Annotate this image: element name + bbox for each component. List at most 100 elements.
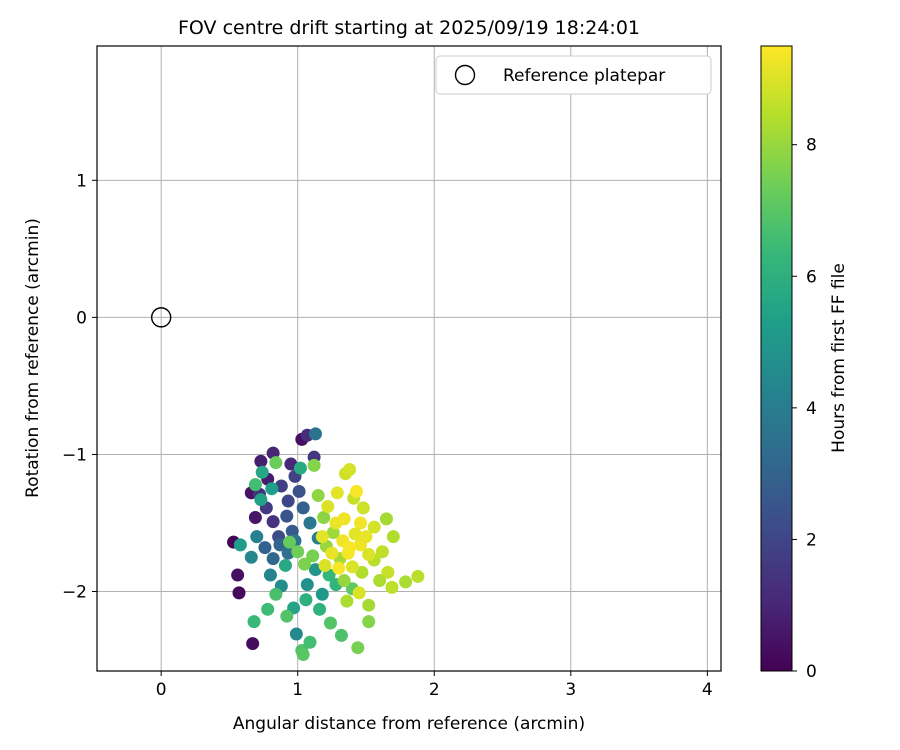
data-point bbox=[296, 501, 310, 515]
colorbar: 0 2 4 6 8 Hours from first FF file bbox=[760, 45, 849, 682]
colorbar-tick-label: 2 bbox=[806, 530, 817, 550]
colorbar-label: Hours from first FF file bbox=[829, 263, 849, 453]
data-point bbox=[280, 509, 294, 523]
data-point bbox=[248, 510, 262, 524]
data-point bbox=[345, 560, 359, 574]
data-point bbox=[315, 587, 329, 601]
data-point bbox=[362, 547, 376, 561]
data-point bbox=[356, 501, 370, 515]
data-point bbox=[373, 574, 387, 588]
legend-box bbox=[435, 55, 712, 95]
data-point bbox=[348, 527, 362, 541]
colorbar-ticks: 0 2 4 6 8 bbox=[792, 136, 817, 682]
colorbar-tick-label: 4 bbox=[806, 399, 817, 419]
data-point bbox=[334, 628, 348, 642]
reference-marker bbox=[150, 307, 172, 328]
data-point bbox=[254, 493, 268, 507]
data-point bbox=[379, 512, 393, 526]
y-axis-ticks: −2 −1 0 1 bbox=[62, 171, 97, 603]
data-point bbox=[313, 602, 327, 616]
data-point bbox=[293, 461, 307, 475]
data-point bbox=[381, 565, 395, 579]
data-point bbox=[411, 569, 425, 583]
data-point bbox=[292, 484, 306, 498]
data-point bbox=[340, 594, 354, 608]
data-point bbox=[258, 541, 272, 555]
data-point bbox=[349, 484, 363, 498]
data-point bbox=[332, 561, 346, 575]
data-point bbox=[233, 538, 247, 552]
data-point bbox=[244, 550, 258, 564]
scatter-points bbox=[227, 427, 425, 662]
data-point bbox=[281, 546, 295, 560]
data-point bbox=[375, 545, 389, 559]
y-tick-label: 1 bbox=[76, 171, 87, 191]
x-axis-ticks: 0 1 2 3 4 bbox=[156, 671, 713, 700]
data-point bbox=[307, 458, 321, 472]
x-axis-label: Angular distance from reference (arcmin) bbox=[233, 714, 585, 734]
data-point bbox=[317, 510, 331, 524]
data-point bbox=[351, 641, 365, 655]
y-tick-label: −2 bbox=[62, 583, 87, 603]
data-point bbox=[296, 648, 310, 662]
data-point bbox=[315, 530, 329, 544]
data-point bbox=[281, 494, 295, 508]
data-point bbox=[300, 578, 314, 592]
chart-title: FOV centre drift starting at 2025/09/19 … bbox=[178, 17, 640, 39]
x-tick-label: 0 bbox=[156, 680, 167, 700]
data-point bbox=[306, 549, 320, 563]
data-point bbox=[291, 545, 305, 559]
data-point bbox=[250, 530, 264, 544]
data-point bbox=[308, 427, 322, 441]
data-point bbox=[367, 520, 381, 534]
x-tick-label: 3 bbox=[565, 680, 576, 700]
data-point bbox=[303, 635, 317, 649]
data-point bbox=[247, 615, 261, 629]
data-point bbox=[343, 463, 357, 477]
legend-label: Reference platepar bbox=[503, 66, 665, 86]
x-tick-label: 4 bbox=[702, 680, 713, 700]
data-point bbox=[303, 516, 317, 530]
data-point bbox=[352, 586, 366, 600]
data-point bbox=[330, 486, 344, 500]
legend-marker-icon bbox=[454, 64, 476, 86]
data-point bbox=[355, 565, 369, 579]
data-point bbox=[337, 574, 351, 588]
data-point bbox=[337, 512, 351, 526]
data-point bbox=[254, 454, 268, 468]
data-point bbox=[248, 478, 262, 492]
x-tick-label: 1 bbox=[292, 680, 303, 700]
data-point bbox=[289, 627, 303, 641]
colorbar-gradient bbox=[760, 45, 793, 672]
data-point bbox=[266, 552, 280, 566]
data-point bbox=[231, 568, 245, 582]
data-point bbox=[246, 637, 260, 651]
data-point bbox=[280, 609, 294, 623]
data-point bbox=[255, 465, 269, 479]
colorbar-tick-label: 8 bbox=[806, 136, 817, 156]
data-point bbox=[321, 500, 335, 514]
data-point bbox=[265, 482, 279, 496]
axes-frame bbox=[96, 45, 722, 672]
data-point bbox=[362, 615, 376, 629]
legend: Reference platepar bbox=[435, 55, 712, 95]
data-point bbox=[318, 558, 332, 572]
data-point bbox=[385, 580, 399, 594]
data-point bbox=[298, 557, 312, 571]
data-point bbox=[311, 489, 325, 503]
data-point bbox=[263, 568, 277, 582]
colorbar-tick-label: 6 bbox=[806, 267, 817, 287]
reference-platepar-point bbox=[150, 307, 172, 328]
data-point bbox=[269, 456, 283, 470]
colorbar-tick-label: 0 bbox=[806, 662, 817, 682]
grid-lines bbox=[97, 46, 721, 671]
data-point bbox=[299, 593, 313, 607]
data-point bbox=[325, 546, 339, 560]
data-point bbox=[343, 541, 357, 555]
data-point bbox=[283, 535, 297, 549]
y-axis-label: Rotation from reference (arcmin) bbox=[23, 218, 43, 498]
data-point bbox=[354, 516, 368, 530]
data-point bbox=[232, 586, 246, 600]
y-tick-label: −1 bbox=[62, 445, 87, 465]
